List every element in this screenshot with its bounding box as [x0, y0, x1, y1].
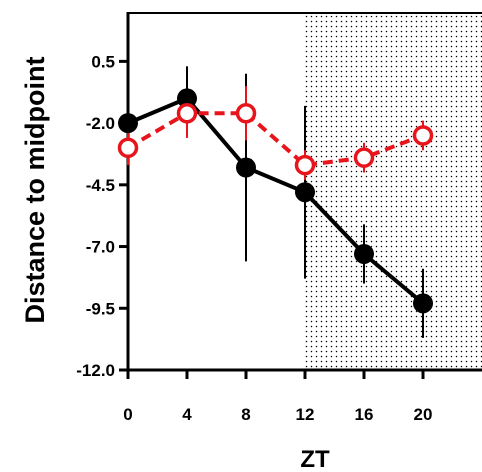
- y-tick-label: -9.5: [86, 299, 115, 318]
- data-point-filled: [177, 88, 197, 109]
- data-point-open: [117, 137, 139, 159]
- series-lines: [126, 96, 425, 305]
- data-point-open: [176, 102, 198, 124]
- y-tick-label: 0.5: [91, 52, 115, 71]
- x-tick-label: 4: [182, 405, 192, 424]
- data-point-open: [294, 154, 316, 176]
- data-point-filled: [236, 157, 256, 178]
- x-tick-label: 0: [123, 405, 132, 424]
- data-markers: [117, 88, 434, 314]
- y-axis-title: Distance to midpoint: [20, 56, 50, 323]
- dark-phase-shading: [305, 14, 482, 369]
- data-point-open: [412, 125, 434, 146]
- y-tick-label: -12.0: [76, 361, 115, 380]
- data-point-filled: [413, 293, 433, 314]
- tick-labels: 0.5 -2.0 -4.5 -7.0 -9.5 -12.0 0 4 8 12 16 20: [76, 52, 432, 424]
- y-tick-label: -2.0: [86, 114, 115, 133]
- y-tick-label: -7.0: [86, 238, 115, 257]
- x-tick-label: 8: [241, 405, 250, 424]
- data-point-open: [235, 102, 257, 124]
- series-line: [126, 111, 424, 168]
- shaded-region: [305, 14, 482, 369]
- x-tick-label: 20: [414, 405, 433, 424]
- series-line: [127, 96, 425, 305]
- axes: [119, 12, 482, 379]
- x-axis-title: ZT: [300, 446, 330, 472]
- data-point-open: [353, 147, 375, 168]
- y-tick-label: -4.5: [86, 176, 115, 195]
- data-point-filled: [295, 182, 315, 203]
- x-tick-label: 12: [296, 405, 315, 424]
- data-point-filled: [118, 113, 138, 134]
- data-point-filled: [354, 243, 374, 264]
- x-tick-label: 16: [355, 405, 374, 424]
